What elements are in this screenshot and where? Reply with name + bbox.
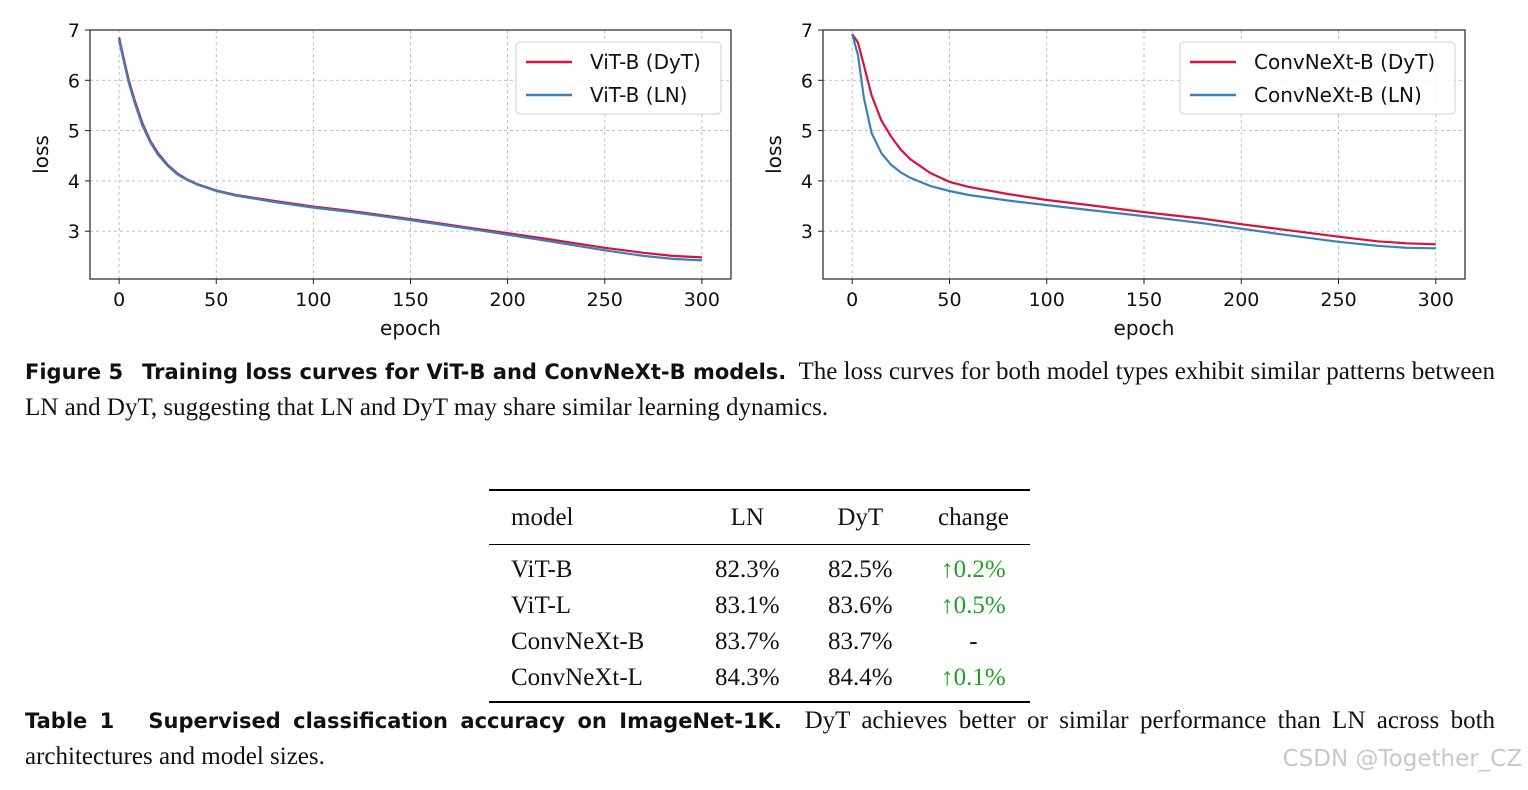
- figure-caption: Figure 5 Training loss curves for ViT-B …: [25, 354, 1495, 425]
- x-tick-label: 0: [846, 289, 858, 311]
- series-line-1: [118, 39, 702, 262]
- cell-dyt: 83.6%: [828, 592, 893, 619]
- x-axis-label: epoch: [1114, 316, 1175, 340]
- table-label: Table 1: [25, 709, 115, 733]
- x-axis-label: epoch: [380, 316, 441, 340]
- cell-dyt: 84.4%: [828, 664, 893, 691]
- series-line-0: [851, 33, 1436, 246]
- vit-loss-chart: 0 50 100 150 200 250 300 3 4 5 6 7 epoch loss ViT-B (D…: [29, 20, 732, 340]
- cell-model: ConvNeXt-L: [511, 664, 643, 691]
- x-tick-label: 200: [489, 289, 525, 311]
- legend: ViT-B (DyT) ViT-B (LN): [515, 41, 722, 115]
- x-tick-label: 150: [392, 289, 428, 311]
- cell-ln: 83.1%: [714, 592, 780, 619]
- legend-label: ConvNeXt-B (LN): [1254, 83, 1422, 107]
- y-axis-label: loss: [29, 135, 53, 174]
- x-tick-label: 250: [587, 289, 623, 311]
- cell-model: ViT-L: [511, 592, 572, 619]
- x-tick-label: 100: [1029, 289, 1065, 311]
- figure-label: Figure 5: [25, 360, 124, 384]
- y-tick-label: 3: [801, 221, 813, 243]
- cell-change: ↑0.1%: [941, 664, 1006, 691]
- cell-change: ↑0.5%: [941, 592, 1006, 619]
- table-row: ViT-B 82.3% 82.5% ↑0.2%: [489, 545, 1030, 589]
- header-ln: LN: [730, 503, 764, 531]
- y-tick-label: 4: [801, 171, 813, 193]
- header-dyt: DyT: [837, 503, 884, 531]
- header-change: change: [938, 503, 1009, 531]
- legend-label: ViT-B (DyT): [590, 50, 701, 74]
- x-tick-label: 0: [113, 289, 125, 311]
- x-tick-label: 50: [204, 289, 228, 311]
- x-tick-label: 300: [1418, 289, 1454, 311]
- y-tick-label: 7: [68, 20, 80, 42]
- table-row: ConvNeXt-B 83.7% 83.7% -: [489, 624, 1030, 660]
- table-caption: Table 1 Supervised classification accura…: [25, 703, 1495, 774]
- table-row: ConvNeXt-L 84.3% 84.4% ↑0.1%: [489, 660, 1030, 702]
- cell-change: -: [969, 628, 978, 655]
- convnext-loss-chart: 0 50 100 150 200 250 300 3 4 5 6 7 epoch loss ConvNeXt…: [762, 20, 1466, 340]
- legend-label: ViT-B (LN): [590, 83, 687, 107]
- y-tick-label: 6: [68, 70, 80, 92]
- cell-ln: 82.3%: [714, 556, 780, 583]
- table-title: Supervised classification accuracy on Im…: [148, 709, 782, 733]
- x-tick-label: 100: [295, 289, 331, 311]
- x-tick-label: 50: [937, 289, 961, 311]
- results-table: model LN DyT change ViT-B 82.3% 82.5% ↑0…: [489, 489, 1030, 703]
- cell-change: ↑0.2%: [941, 556, 1006, 583]
- cell-model: ViT-B: [511, 556, 573, 583]
- legend-box: [1179, 41, 1456, 115]
- table-row: ViT-L 83.1% 83.6% ↑0.5%: [489, 588, 1030, 624]
- y-tick-label: 3: [68, 221, 80, 243]
- y-tick-label: 4: [68, 171, 80, 193]
- y-tick-label: 5: [801, 121, 813, 143]
- cell-dyt: 83.7%: [828, 628, 893, 655]
- figure-title: Training loss curves for ViT-B and ConvN…: [142, 360, 787, 384]
- y-tick-label: 7: [801, 20, 813, 42]
- cell-ln: 84.3%: [714, 664, 780, 691]
- y-tick-label: 5: [68, 121, 80, 143]
- legend-label: ConvNeXt-B (DyT): [1254, 50, 1435, 74]
- y-tick-label: 6: [801, 70, 813, 92]
- series-line-1: [851, 33, 1436, 250]
- x-tick-label: 300: [684, 289, 720, 311]
- table-caption-text: DyT achieves better or similar performan…: [25, 707, 1496, 770]
- figure-caption-text: The loss curves for both model types exh…: [25, 358, 1496, 421]
- cell-ln: 83.7%: [714, 628, 780, 655]
- x-tick-label: 150: [1126, 289, 1162, 311]
- header-model: model: [511, 503, 574, 531]
- table-header-row: model LN DyT change: [489, 490, 1030, 545]
- legend: ConvNeXt-B (DyT) ConvNeXt-B (LN): [1179, 41, 1456, 115]
- x-tick-label: 200: [1223, 289, 1259, 311]
- cell-dyt: 82.5%: [828, 556, 893, 583]
- cell-model: ConvNeXt-B: [511, 628, 645, 655]
- y-axis-label: loss: [762, 135, 786, 174]
- watermark: CSDN @Together_CZ: [1282, 746, 1522, 772]
- x-tick-label: 250: [1320, 289, 1356, 311]
